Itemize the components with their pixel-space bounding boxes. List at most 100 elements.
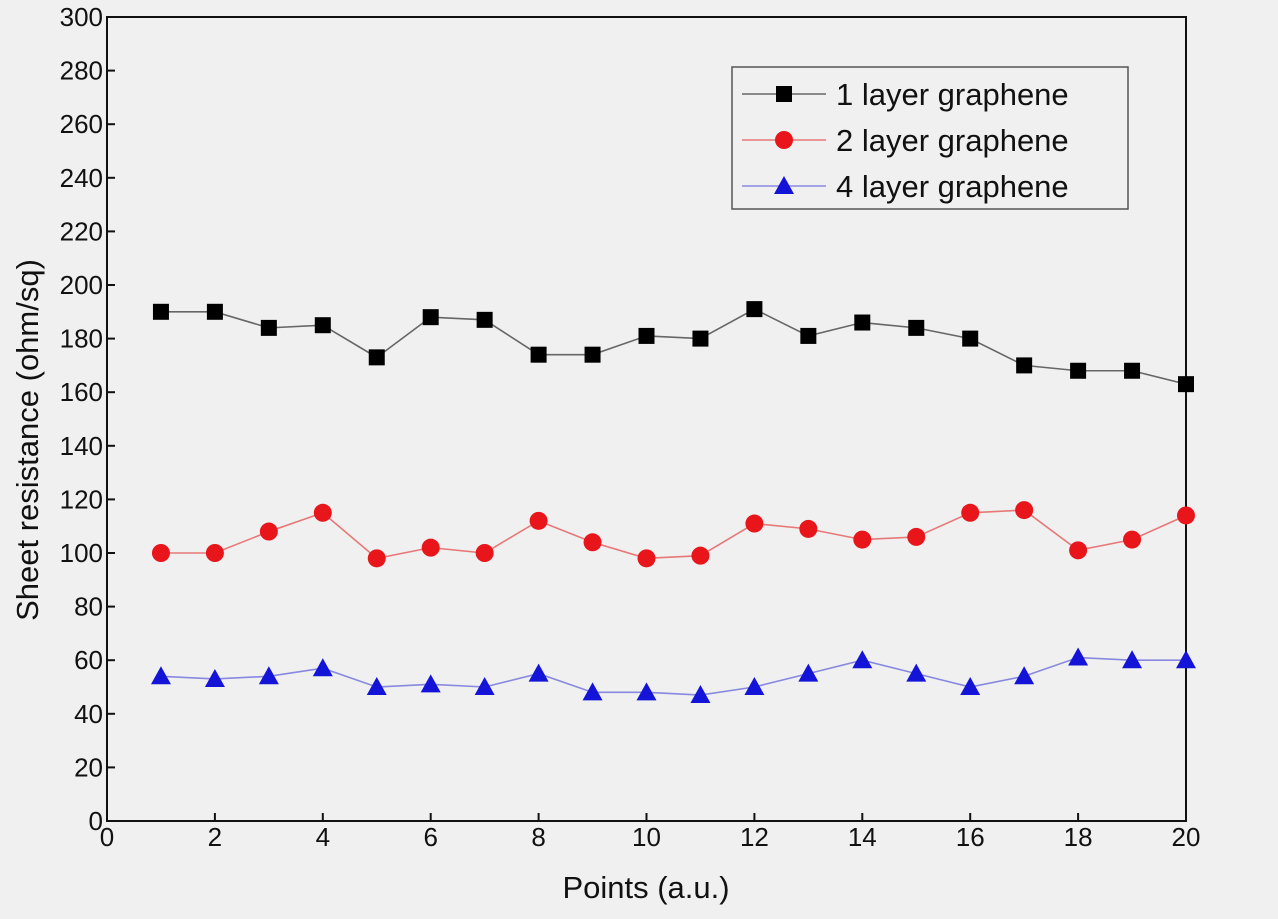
legend-item: 1 layer graphene xyxy=(742,77,1069,112)
data-point xyxy=(530,346,547,363)
y-tick-label: 0 xyxy=(89,806,103,836)
data-point xyxy=(799,519,818,538)
data-point xyxy=(474,677,495,695)
legend-marker xyxy=(776,86,792,102)
x-tick-label: 18 xyxy=(1064,822,1093,852)
y-tick-label: 60 xyxy=(74,645,103,675)
x-tick-label: 20 xyxy=(1172,822,1201,852)
data-point xyxy=(1014,666,1035,685)
x-tick-label: 6 xyxy=(423,822,437,852)
legend-label: 4 layer graphene xyxy=(836,169,1069,204)
y-tick-label: 220 xyxy=(60,216,103,246)
legend-label: 1 layer graphene xyxy=(836,77,1069,112)
data-point xyxy=(852,650,873,669)
series-1 xyxy=(152,301,1194,393)
data-point xyxy=(420,674,441,693)
plot-area xyxy=(150,301,1196,704)
data-point xyxy=(422,309,439,326)
y-tick-label: 260 xyxy=(60,109,103,139)
legend: 1 layer graphene 2 layer graphene 4 layer … xyxy=(731,66,1129,210)
data-point xyxy=(636,682,657,701)
data-point xyxy=(150,666,171,685)
data-point xyxy=(960,677,981,695)
data-point xyxy=(906,663,927,682)
data-point xyxy=(583,533,602,552)
x-tick-label: 10 xyxy=(632,822,661,852)
legend-item: 4 layer graphene xyxy=(742,169,1069,204)
data-point xyxy=(744,677,765,695)
data-point xyxy=(151,544,170,562)
data-point xyxy=(475,544,494,562)
data-point xyxy=(692,330,709,347)
series-line xyxy=(160,509,1187,560)
data-point xyxy=(908,319,925,336)
x-axis: 0 2 4 6 8 10 12 14 16 18 20 xyxy=(100,813,1201,852)
data-point xyxy=(746,301,763,318)
y-tick-label: 160 xyxy=(60,377,103,407)
data-point xyxy=(1124,362,1141,379)
y-tick-label: 80 xyxy=(74,592,103,622)
y-axis: 0 20 40 60 80 100 120 140 160 180 200 220 240 260 280 3… xyxy=(60,2,115,836)
series-2 xyxy=(151,501,1195,568)
y-tick-label: 40 xyxy=(74,699,103,729)
data-point xyxy=(259,522,278,541)
data-point xyxy=(312,658,333,677)
data-point xyxy=(368,349,385,366)
series-line xyxy=(160,656,1186,696)
data-point xyxy=(313,503,332,522)
data-point xyxy=(1015,501,1034,520)
y-tick-label: 240 xyxy=(60,163,103,193)
series-3 xyxy=(150,647,1196,704)
data-point xyxy=(853,530,872,549)
data-point xyxy=(961,503,980,522)
data-point xyxy=(1123,530,1142,549)
data-point xyxy=(366,677,387,695)
data-point xyxy=(204,668,225,687)
data-point xyxy=(691,546,710,565)
data-point xyxy=(798,663,819,682)
legend-marker xyxy=(775,131,793,149)
y-tick-label: 20 xyxy=(74,752,103,782)
data-point xyxy=(205,544,224,562)
y-tick-label: 200 xyxy=(60,270,103,300)
data-point xyxy=(258,666,279,685)
data-point xyxy=(529,511,548,530)
data-point xyxy=(421,538,440,557)
data-point xyxy=(528,663,549,682)
data-point xyxy=(367,549,386,568)
data-point xyxy=(1070,362,1087,379)
y-tick-label: 100 xyxy=(60,538,103,568)
data-point xyxy=(637,549,656,568)
data-point xyxy=(1176,650,1196,669)
y-tick-label: 180 xyxy=(60,324,103,354)
data-point xyxy=(800,327,817,344)
data-point xyxy=(584,346,601,363)
x-tick-label: 8 xyxy=(531,822,545,852)
y-tick-label: 120 xyxy=(60,484,103,514)
legend-item: 2 layer graphene xyxy=(742,123,1069,158)
legend-marker xyxy=(774,176,794,194)
x-tick-label: 16 xyxy=(956,822,985,852)
y-axis-title: Sheet resistance (ohm/sq) xyxy=(10,259,45,621)
data-point xyxy=(962,330,979,347)
data-point xyxy=(582,682,603,701)
data-point xyxy=(1122,650,1143,669)
data-point xyxy=(1178,376,1194,393)
data-point xyxy=(690,685,711,704)
data-point xyxy=(1016,357,1033,374)
data-point xyxy=(1177,506,1195,525)
x-tick-label: 2 xyxy=(208,822,222,852)
data-point xyxy=(260,319,277,336)
x-tick-label: 12 xyxy=(740,822,769,852)
y-tick-label: 300 xyxy=(60,2,103,32)
data-point xyxy=(638,327,655,344)
x-tick-label: 14 xyxy=(848,822,877,852)
y-tick-label: 280 xyxy=(60,56,103,86)
x-axis-title: Points (a.u.) xyxy=(562,870,729,905)
data-point xyxy=(314,317,331,334)
data-point xyxy=(206,303,223,320)
data-point xyxy=(152,303,169,320)
x-tick-label: 0 xyxy=(100,822,114,852)
data-point xyxy=(745,514,764,533)
